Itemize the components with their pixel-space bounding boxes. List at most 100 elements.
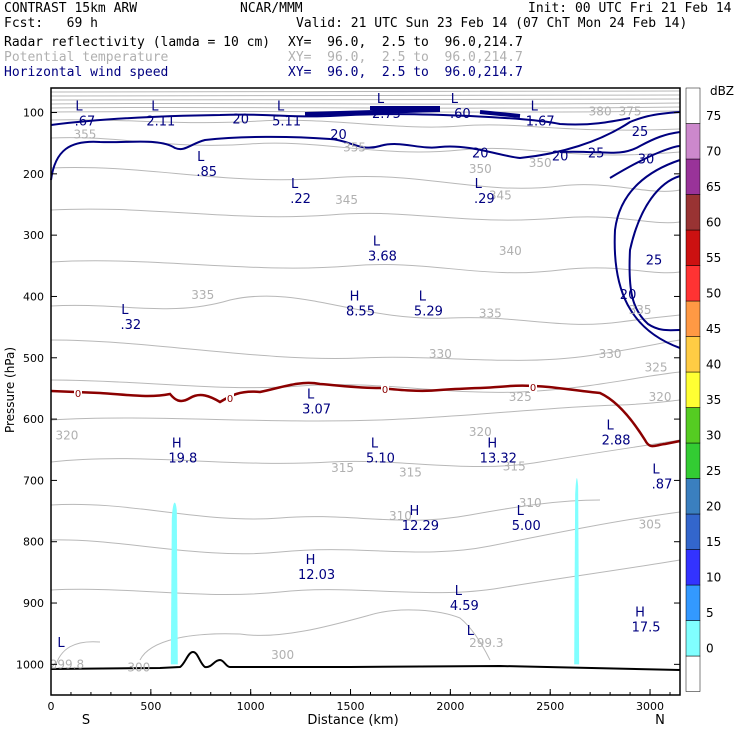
- high-marker: H: [350, 290, 360, 305]
- plot-frame: [50, 87, 681, 696]
- colorbar-segment: [685, 371, 701, 408]
- colorbar-level: 30: [706, 428, 721, 442]
- extremum-value: .67: [75, 115, 96, 130]
- zero-isotherm-labels: 0 0 0 0: [74, 381, 537, 405]
- wind-label: 20: [472, 146, 489, 161]
- colorbar-level: 15: [706, 535, 721, 549]
- theta-label: 315: [503, 459, 526, 473]
- colorbar-segment: [685, 620, 701, 657]
- low-marker: L: [197, 150, 205, 165]
- theta-label: 350: [469, 162, 492, 176]
- colorbar-segment: [685, 549, 701, 586]
- extremum-value: 5.00: [512, 519, 541, 534]
- extremum-value: .22: [290, 192, 311, 207]
- colorbar-level: 40: [706, 357, 721, 371]
- x-tick-label: 2000: [436, 700, 464, 713]
- extremum-value: 2.88: [602, 433, 631, 448]
- theta-label: 300: [127, 660, 150, 674]
- theta-label: 305: [639, 518, 662, 532]
- extremum-value: 3.68: [368, 249, 397, 264]
- colorbar-segment: [685, 300, 701, 337]
- colorbar-segment: [685, 158, 701, 195]
- zero-label: 0: [382, 385, 388, 396]
- org-label: NCAR/MMM: [240, 1, 303, 16]
- x-tick-label: 0: [48, 700, 55, 713]
- high-marker: H: [635, 605, 645, 620]
- theta-label: 355: [73, 128, 96, 142]
- high-marker: H: [410, 504, 420, 519]
- field-theta-name: Potential temperature: [4, 50, 169, 65]
- field-theta-xy: XY= 96.0, 2.5 to 96.0,214.7: [288, 50, 523, 65]
- reflectivity-column: [170, 502, 178, 665]
- low-marker: L: [151, 100, 159, 115]
- extremum-value: .85: [196, 165, 217, 180]
- theta-contour-302: [50, 559, 681, 595]
- y-tick-label: 1000: [16, 658, 44, 671]
- low-marker: L: [373, 234, 381, 249]
- terrain-line: [50, 650, 681, 671]
- theta-contour-380s: [50, 90, 681, 113]
- extremum-value: 5.29: [414, 305, 443, 320]
- low-marker: L: [652, 462, 660, 477]
- colorbar-level: 0: [706, 641, 714, 655]
- valid-time: Valid: 21 UTC Sun 23 Feb 14 (07 ChT Mon …: [296, 16, 688, 31]
- wind-speed-contours: [50, 106, 681, 349]
- colorbar-level: 20: [706, 499, 721, 513]
- init-time: Init: 00 UTC Fri 21 Feb 14: [528, 1, 732, 16]
- low-marker: L: [121, 303, 129, 318]
- right-end-label: N: [655, 713, 665, 728]
- theta-label: 330: [599, 347, 622, 361]
- colorbar-level: 5: [706, 606, 714, 620]
- field-wind-xy: XY= 96.0, 2.5 to 96.0,214.7: [288, 65, 523, 80]
- y-tick-label: 900: [23, 597, 44, 610]
- wind-contour-25-loop: [613, 159, 681, 349]
- zero-label-bg: [529, 381, 537, 392]
- theta-label: 355: [343, 140, 366, 154]
- wind-label: 20: [552, 149, 569, 164]
- colorbar-segment: [685, 442, 701, 479]
- low-marker: L: [277, 100, 285, 115]
- extremum-value: 1.67: [526, 115, 555, 130]
- zero-label: 0: [530, 383, 536, 394]
- wind-contour-25: [559, 131, 681, 154]
- colorbar-segment: [685, 407, 701, 444]
- x-tick-label: 1000: [237, 700, 265, 713]
- zero-label-bg: [226, 392, 234, 403]
- extremum-value: 13.32: [480, 452, 517, 467]
- extremum-value: 2.11: [146, 115, 175, 130]
- y-tick-label: 800: [23, 536, 44, 549]
- extrema-labels: L.67L2.11L5.11L2.75L.60L1.67L.85L.22L.29…: [57, 92, 672, 651]
- extremum-value: .60: [450, 107, 471, 122]
- x-axis: 0 500 1000 1500 2000 2500 3000: [48, 689, 671, 713]
- wind-label: 20: [232, 113, 249, 128]
- theta-label: 320: [649, 390, 672, 404]
- theta-contour-335: [50, 295, 681, 325]
- colorbar-level: 45: [706, 322, 721, 336]
- wind-label: 25: [588, 146, 605, 161]
- colorbar-level: 35: [706, 393, 721, 407]
- low-marker: L: [57, 636, 65, 651]
- theta-label: 330: [429, 347, 452, 361]
- wind-label: 20: [620, 288, 637, 303]
- y-tick-label: 200: [23, 168, 44, 181]
- colorbar-segment: [685, 229, 701, 266]
- forecast-hour: Fcst: 69 h: [4, 16, 98, 31]
- colorbar-segment: [685, 513, 701, 550]
- field-wind-name: Horizontal wind speed: [4, 65, 169, 80]
- extremum-value: 4.59: [450, 599, 479, 614]
- theta-contour-360s: [50, 119, 681, 131]
- theta-contour-345: [50, 208, 681, 224]
- theta-label: 345: [335, 193, 358, 207]
- theta-contour-299: [54, 641, 101, 669]
- low-marker: L: [531, 100, 539, 115]
- extremum-value: 12.29: [402, 519, 439, 534]
- theta-label: 335: [479, 307, 502, 321]
- low-marker: L: [377, 92, 385, 107]
- theta-label: 310: [389, 509, 412, 523]
- theta-contour-315: [50, 439, 681, 468]
- reflectivity-columns: [170, 478, 580, 665]
- theta-label: 345: [489, 188, 512, 202]
- x-tick-label: 3000: [636, 700, 664, 713]
- low-marker: L: [291, 177, 299, 192]
- theta-contours: [50, 90, 681, 669]
